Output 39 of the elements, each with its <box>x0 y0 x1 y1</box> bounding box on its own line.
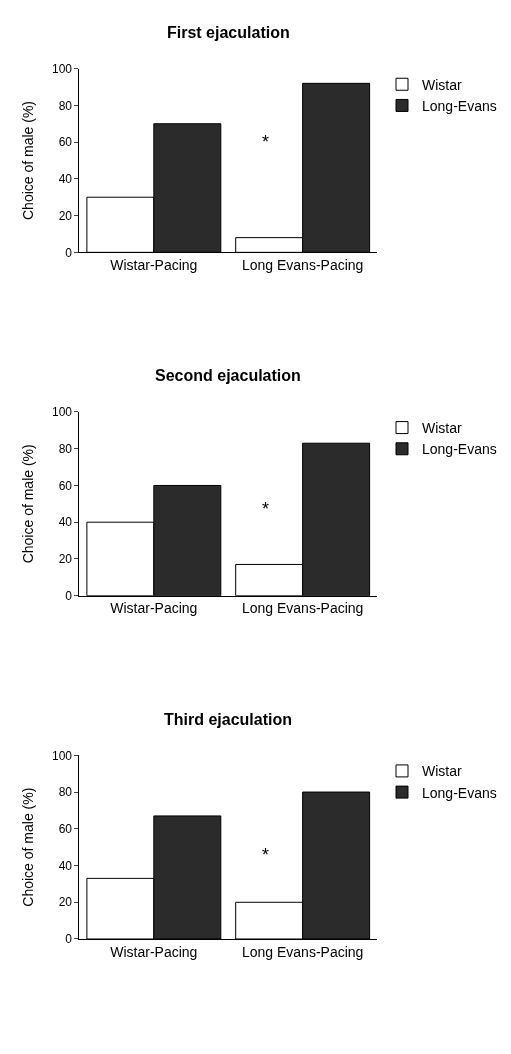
x-tick-label: Long Evans-Pacing <box>241 257 364 274</box>
y-tick-label: 40 <box>58 858 73 873</box>
y-tick-label: 80 <box>58 441 73 456</box>
y-tick-label: 100 <box>52 748 73 763</box>
legend-label: Wistar <box>422 763 462 780</box>
y-tick-label: 60 <box>58 821 73 836</box>
annotation: * <box>262 499 270 519</box>
y-axis-title: Choice of male (%) <box>19 444 36 564</box>
annotation: * <box>262 132 270 152</box>
chart-title: Second ejaculation <box>155 367 301 384</box>
y-tick-label: 20 <box>58 208 73 223</box>
legend-label: Long-Evans <box>422 784 497 801</box>
legend-label: Wistar <box>422 420 462 437</box>
legend-label: Long-Evans <box>422 441 497 458</box>
y-tick-label: 0 <box>65 588 73 603</box>
x-tick-label: Wistar-Pacing <box>110 943 198 960</box>
y-tick-label: 0 <box>65 932 73 947</box>
legend-label: Wistar <box>422 76 462 93</box>
y-axis-title: Choice of male (%) <box>19 787 36 907</box>
y-tick-label: 0 <box>65 245 73 260</box>
x-tick-label: Wistar-Pacing <box>110 600 198 617</box>
legend-label: Long-Evans <box>422 97 497 114</box>
x-tick-label: Long Evans-Pacing <box>241 600 364 617</box>
y-tick-label: 40 <box>58 172 73 187</box>
x-tick-label: Wistar-Pacing <box>110 257 198 274</box>
y-tick-label: 40 <box>58 515 73 530</box>
chart-title: Third ejaculation <box>164 711 293 728</box>
y-tick-label: 80 <box>58 98 73 113</box>
y-tick-label: 80 <box>58 785 73 800</box>
y-tick-label: 100 <box>52 405 73 420</box>
y-tick-label: 20 <box>58 895 73 910</box>
y-tick-label: 100 <box>52 61 73 76</box>
x-tick-label: Long Evans-Pacing <box>241 943 364 960</box>
chart-title: First ejaculation <box>167 24 290 41</box>
y-tick-label: 20 <box>58 552 73 567</box>
annotation: * <box>262 845 270 865</box>
y-tick-label: 60 <box>58 135 73 150</box>
y-tick-label: 60 <box>58 478 73 493</box>
y-axis-title: Choice of male (%) <box>19 100 36 221</box>
